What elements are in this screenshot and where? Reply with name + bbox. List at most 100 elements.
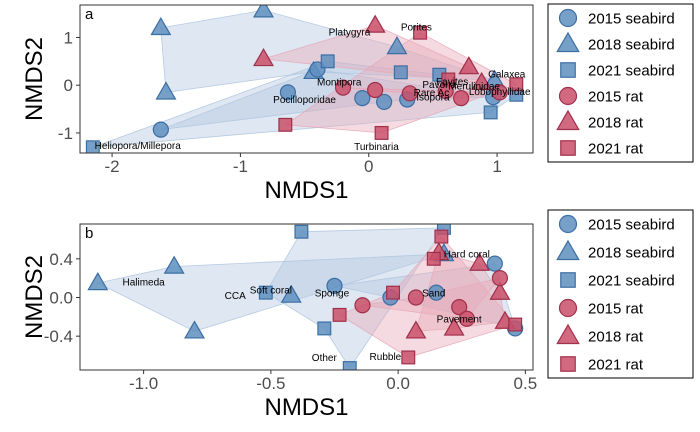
legend-item-label: 2021 seabird xyxy=(588,63,675,80)
hull-seabird-circle xyxy=(160,69,494,130)
x-axis-title: NMDS1 xyxy=(264,394,348,421)
legend-item-label: 2021 rat xyxy=(588,141,644,158)
panel-label: b xyxy=(85,225,93,242)
annotation-label: Pavona xyxy=(422,80,456,91)
panel-b: Halimeda CCA Soft coral Sponge Hard coral San… xyxy=(21,223,537,421)
point-rat-circle xyxy=(367,81,384,99)
y-tick-label: -1 xyxy=(58,124,73,143)
legend-item-label: 2018 seabird xyxy=(588,245,675,262)
annotation-label: Porites xyxy=(401,23,432,34)
x-tick-label: -2 xyxy=(105,157,120,176)
legend-key-rat-circle xyxy=(558,298,578,318)
annotation-label: Montipora xyxy=(317,77,362,88)
x-tick-label: -0.5 xyxy=(256,374,285,393)
annotation-label: Hard coral xyxy=(444,250,490,261)
legend-item-label: 2021 rat xyxy=(588,357,644,374)
panel-label: a xyxy=(85,6,94,23)
point-seabird-triangle xyxy=(184,320,206,339)
point-seabird-square xyxy=(317,321,332,336)
point-rat-circle xyxy=(334,79,352,96)
x-tick-label: 0 xyxy=(364,157,373,176)
legend-key-seabird-triangle xyxy=(556,31,580,53)
x-tick-label: -1 xyxy=(233,157,248,176)
point-seabird-circle xyxy=(354,89,371,107)
point-rat-triangle xyxy=(253,47,274,67)
y-tick-label: 0.4 xyxy=(49,250,73,269)
point-rat-circle xyxy=(451,299,468,316)
point-rat-square xyxy=(434,229,449,244)
annotation-label: Soft coral xyxy=(250,285,292,296)
legend-item-label: 2018 rat xyxy=(588,329,644,346)
point-rat-triangle xyxy=(364,14,386,33)
point-rat-circle xyxy=(491,270,509,287)
legend-frame xyxy=(547,3,694,163)
point-rat-square xyxy=(374,125,389,140)
annotation-label: Favites xyxy=(436,77,468,88)
x-tick-label: 1 xyxy=(492,157,501,176)
annotation-label: Merulinidae xyxy=(448,81,500,92)
legend-item-label: 2015 rat xyxy=(588,89,644,106)
legend-key-rat-square xyxy=(560,140,576,156)
legend-item-label: 2015 seabird xyxy=(588,11,675,28)
annotation-label: Turbinaria xyxy=(354,142,399,153)
annotation-label: Platygyra xyxy=(329,27,371,38)
point-seabird-circle xyxy=(428,284,445,301)
point-rat-circle xyxy=(354,297,371,314)
hull-seabird-square xyxy=(265,227,445,369)
legend-panel-a: 2015 seabird 2018 seabird 2021 seabird 2015… xyxy=(547,3,694,163)
point-seabird-circle xyxy=(152,121,169,138)
point-rat-square xyxy=(386,285,401,300)
point-seabird-circle xyxy=(326,277,343,294)
point-seabird-square xyxy=(483,105,498,120)
plot-frame xyxy=(79,4,534,154)
point-rat-triangle xyxy=(443,317,465,336)
point-seabird-triangle xyxy=(253,5,274,18)
y-axis-title: NMDS2 xyxy=(21,255,48,339)
legend-key-rat-circle xyxy=(558,86,578,106)
point-rat-circle xyxy=(453,89,470,107)
point-seabird-square xyxy=(258,285,273,300)
legend-key-rat-triangle xyxy=(556,323,580,345)
annotation-label: CCA xyxy=(225,291,246,302)
point-seabird-triangle xyxy=(163,255,185,274)
hull-rat-square xyxy=(338,235,516,358)
annotation-label: Other xyxy=(312,353,338,364)
annotation-label: Pocilloporidae xyxy=(273,95,336,106)
point-seabird-square xyxy=(342,361,357,370)
panel-a: Platygyra Porites Montipora Pocilloporidae G… xyxy=(21,4,534,204)
legend-item-label: 2021 seabird xyxy=(588,273,675,290)
legend-key-rat-square xyxy=(560,356,576,372)
annotation-label: Heliopora/Millepora xyxy=(95,141,182,152)
point-rat-triangle xyxy=(489,281,511,300)
legend-item-label: 2015 rat xyxy=(588,301,644,318)
annotation-label: Lobophyllidae xyxy=(469,87,531,98)
point-rat-triangle xyxy=(469,252,491,271)
annotation-label: Sponge xyxy=(315,288,350,299)
annotation-label: Rare Ac xyxy=(414,88,450,99)
plot-area: Platygyra Porites Montipora Pocilloporidae G… xyxy=(85,5,531,153)
annotation-label: Isopora xyxy=(416,93,450,104)
annotation-label: Rubble xyxy=(370,352,402,363)
legend-item-label: 2018 rat xyxy=(588,115,644,132)
plot-area: Halimeda CCA Soft coral Sponge Hard coral San… xyxy=(87,224,524,370)
y-tick-label: 0.0 xyxy=(49,288,73,307)
point-seabird-square xyxy=(85,140,100,153)
point-seabird-square xyxy=(294,224,309,239)
legend-key-rat-triangle xyxy=(556,109,580,131)
point-rat-square xyxy=(508,317,523,332)
legend-frame xyxy=(547,209,694,379)
annotation-label: Sand xyxy=(422,288,445,299)
point-seabird-triangle xyxy=(150,16,172,36)
legend-key-seabird-square xyxy=(560,272,576,288)
point-seabird-circle xyxy=(376,93,393,111)
point-seabird-triangle xyxy=(87,272,109,291)
legend-item-label: 2015 seabird xyxy=(588,217,675,234)
y-tick-label: 1 xyxy=(64,28,73,47)
y-tick-label: -0.4 xyxy=(44,327,73,346)
x-tick-label: 0.0 xyxy=(386,374,410,393)
legend-key-seabird-triangle xyxy=(556,239,580,261)
point-seabird-square xyxy=(320,54,335,69)
x-axis-title: NMDS1 xyxy=(264,177,348,204)
point-rat-square xyxy=(509,77,524,92)
